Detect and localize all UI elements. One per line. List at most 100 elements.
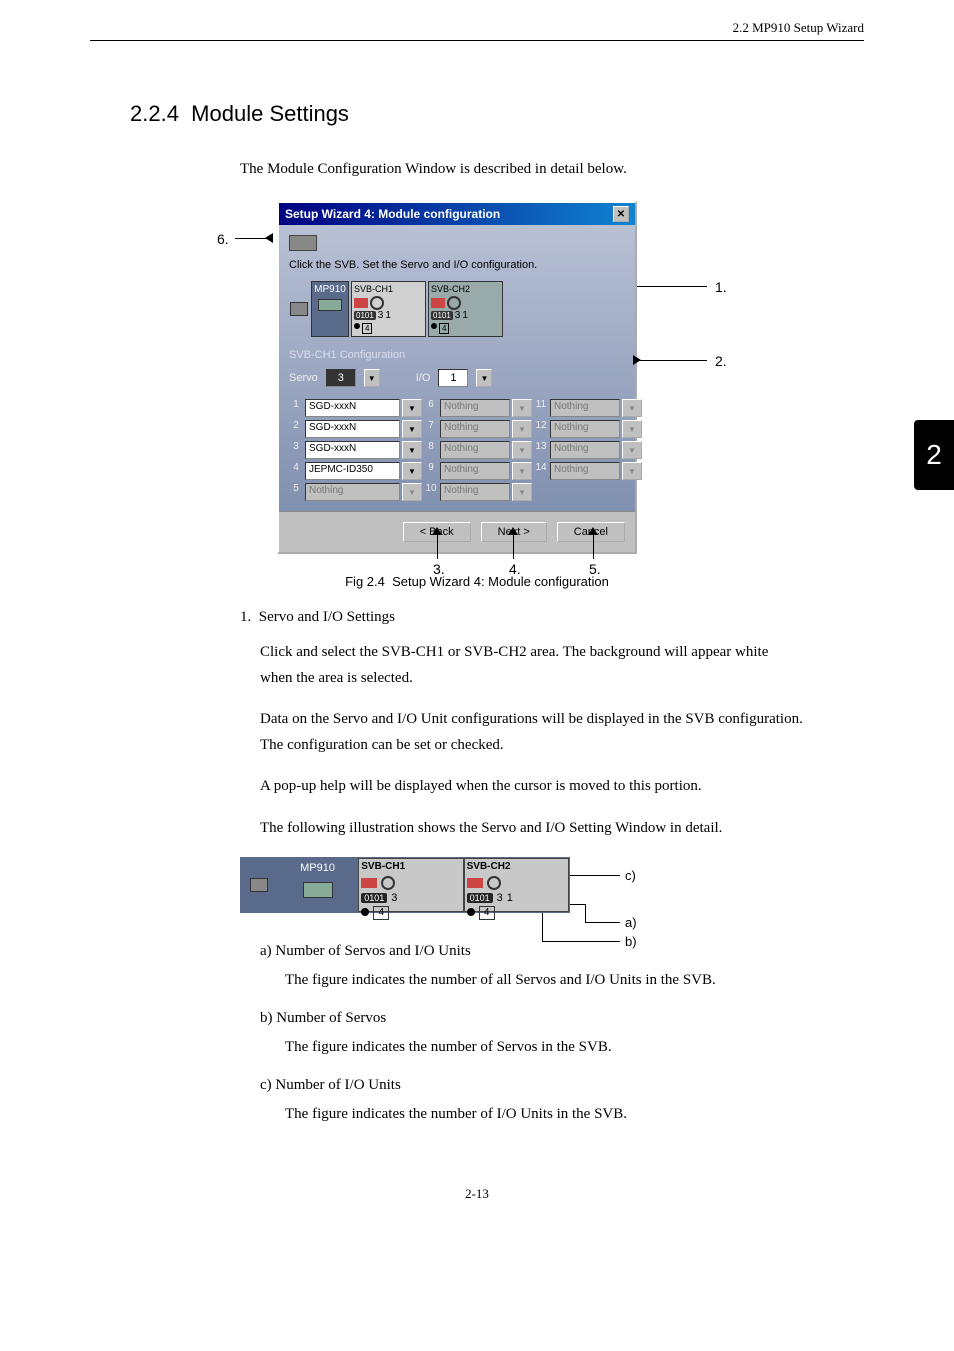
callout-3-line — [437, 531, 438, 559]
list-p1: Click and select the SVB-CH1 or SVB-CH2 … — [260, 640, 804, 691]
grid-field: Nothing — [550, 462, 620, 480]
gear-icon — [487, 876, 501, 890]
list-p4: The following illustration shows the Ser… — [260, 816, 804, 842]
dropdown-icon[interactable]: ▼ — [402, 441, 422, 459]
grid-field[interactable]: SGD-xxxN — [305, 399, 400, 417]
servo-count: 3 — [497, 892, 503, 904]
callout-5-line — [593, 531, 594, 559]
callout-4: 4. — [509, 561, 521, 577]
mp910-box[interactable]: MP910 — [311, 281, 349, 337]
module-panel: MP910 SVB-CH1 0101 3 1 — [289, 281, 625, 337]
figure-wrap: 6. 1. 2. Setup Wizard 4: Module configur… — [217, 201, 737, 554]
dropdown-icon: ▼ — [512, 441, 532, 459]
page-number: 2-13 — [90, 1186, 864, 1202]
svb2-total: 4 — [439, 323, 449, 334]
intro-text: The Module Configuration Window is descr… — [240, 157, 804, 181]
grid-num: 4 — [289, 462, 303, 480]
dropdown-icon: ▼ — [622, 441, 642, 459]
sub-c-desc: The figure indicates the number of I/O U… — [285, 1102, 864, 1126]
gear-icon — [447, 296, 461, 310]
page-header: 2.2 MP910 Setup Wizard — [90, 20, 864, 41]
svb-ch1-label: SVB-CH1 — [354, 284, 423, 294]
mp910-label: MP910 — [314, 284, 346, 295]
wizard-title-text: Setup Wizard 4: Module configuration — [285, 207, 500, 221]
grid-field[interactable]: SGD-xxxN — [305, 420, 400, 438]
section-title: 2.2.4 Module Settings — [130, 101, 864, 127]
list-item-1: 1. Servo and I/O Settings — [240, 609, 864, 626]
svb-ch2-title: SVB-CH2 — [467, 861, 566, 872]
list-p2: Data on the Servo and I/O Unit configura… — [260, 707, 804, 758]
grid-num: 8 — [424, 441, 438, 459]
dropdown-icon[interactable]: ▼ — [402, 420, 422, 438]
sub-b-desc: The figure indicates the number of Servo… — [285, 1035, 864, 1059]
slot-icon — [290, 302, 308, 316]
mp910-detail: MP910 — [277, 858, 359, 912]
detail-panel: MP910 SVB-CH1 0101 3 4 SVB-CH2 — [240, 857, 570, 913]
servo-label: Servo — [289, 372, 318, 384]
sub-c-title: c) Number of I/O Units — [260, 1077, 864, 1094]
close-icon[interactable]: ✕ — [613, 206, 629, 222]
figure-caption: Fig 2.4 Setup Wizard 4: Module configura… — [90, 574, 864, 589]
anno-b: b) — [625, 934, 637, 949]
callout-5: 5. — [589, 561, 601, 577]
mp910-label: MP910 — [279, 862, 357, 874]
dropdown-icon[interactable]: ▼ — [476, 369, 492, 387]
dropdown-icon[interactable]: ▼ — [402, 399, 422, 417]
svb2-servo: 3 — [455, 310, 461, 321]
grid-num: 12 — [534, 420, 548, 438]
dropdown-icon: ▼ — [512, 399, 532, 417]
section-number: 2.2.4 — [130, 101, 179, 126]
callout-1: 1. — [715, 279, 727, 295]
svb-ch1-title: SVB-CH1 — [361, 861, 460, 872]
dropdown-icon: ▼ — [512, 420, 532, 438]
callout-4-arrow — [508, 527, 518, 535]
callout-4-line — [513, 531, 514, 559]
svb-ch1-box[interactable]: SVB-CH1 0101 3 1 4 — [351, 281, 426, 337]
step-icon — [289, 235, 317, 251]
dropdown-icon: ▼ — [622, 399, 642, 417]
svb1-io: 1 — [385, 310, 391, 321]
grid-field: Nothing — [440, 441, 510, 459]
anno-line-c — [570, 875, 620, 876]
config-grid: 1SGD-xxxN▼6Nothing▼11Nothing▼2SGD-xxxN▼7… — [289, 399, 625, 501]
dropdown-icon: ▼ — [512, 483, 532, 501]
slot-icon — [241, 858, 277, 912]
gear-icon — [370, 296, 384, 310]
svb-ch1-detail: SVB-CH1 0101 3 4 — [358, 858, 463, 912]
io-label: I/O — [416, 372, 431, 384]
dropdown-icon: ▼ — [622, 420, 642, 438]
grid-num: 14 — [534, 462, 548, 480]
svb-ch2-detail: SVB-CH2 0101 3 1 4 — [464, 858, 569, 912]
grid-field: Nothing — [550, 399, 620, 417]
svb-ch2-box[interactable]: SVB-CH2 0101 3 1 4 — [428, 281, 503, 337]
total-count: 4 — [479, 906, 495, 920]
grid-num: 9 — [424, 462, 438, 480]
anno-line-b2 — [542, 941, 620, 942]
svb1-servo: 3 — [378, 310, 384, 321]
chip-label: 0101 — [361, 893, 387, 903]
grid-field: Nothing — [440, 420, 510, 438]
dropdown-icon[interactable]: ▼ — [402, 462, 422, 480]
grid-field[interactable]: JEPMC-ID350 — [305, 462, 400, 480]
grid-num: 5 — [289, 483, 303, 501]
callout-6: 6. — [217, 231, 229, 247]
dropdown-icon: ▼ — [622, 462, 642, 480]
wizard-instruction: Click the SVB. Set the Servo and I/O con… — [289, 259, 625, 271]
io-select[interactable]: 1 — [438, 369, 468, 387]
config-label: SVB-CH1 Configuration — [289, 349, 625, 361]
callout-3-arrow — [432, 527, 442, 535]
grid-field[interactable]: SGD-xxxN — [305, 441, 400, 459]
wizard-dialog: Setup Wizard 4: Module configuration ✕ C… — [277, 201, 637, 554]
grid-field: Nothing — [440, 483, 510, 501]
svb2-io: 1 — [462, 310, 468, 321]
callout-2: 2. — [715, 353, 727, 369]
list-num: 1. — [240, 609, 251, 625]
servo-select[interactable]: 3 — [326, 369, 356, 387]
dot-icon — [467, 908, 475, 916]
callout-2-arrow — [633, 355, 641, 365]
sub-a-desc: The figure indicates the number of all S… — [285, 968, 864, 992]
chip-label: 0101 — [354, 311, 376, 320]
grid-num: 13 — [534, 441, 548, 459]
dropdown-icon[interactable]: ▼ — [364, 369, 380, 387]
list-p3: A pop-up help will be displayed when the… — [260, 774, 804, 800]
